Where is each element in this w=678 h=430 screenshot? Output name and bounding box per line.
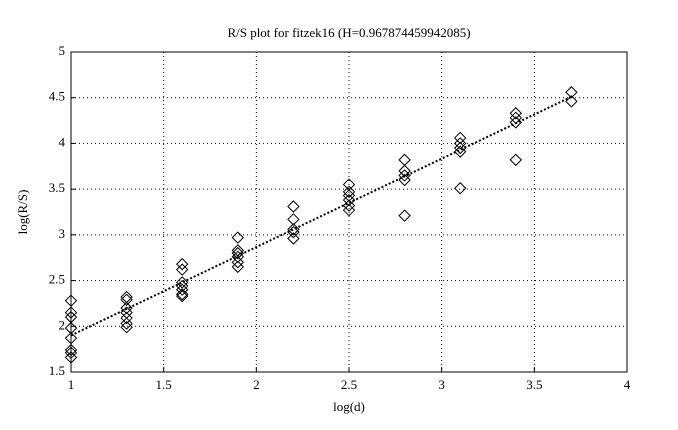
point: [565, 95, 578, 108]
y-tick-label: 4: [59, 134, 66, 149]
x-tick-label: 4: [624, 377, 631, 392]
point: [175, 288, 189, 301]
point: [287, 213, 300, 226]
point: [175, 263, 189, 276]
point: [175, 257, 189, 271]
point: [64, 343, 78, 357]
x-tick-label: 1: [68, 377, 75, 392]
point: [509, 116, 523, 129]
point: [565, 86, 578, 99]
y-tick-label: 2: [59, 317, 66, 332]
x-tick-label: 2: [253, 377, 260, 392]
point: [64, 321, 78, 335]
point: [175, 279, 189, 293]
point: [231, 244, 245, 257]
point: [231, 256, 245, 269]
point: [398, 164, 411, 178]
point: [231, 231, 245, 244]
x-axis-label: log(d): [333, 399, 365, 414]
point: [453, 141, 467, 155]
point: [287, 232, 300, 245]
point: [342, 199, 356, 212]
point: [231, 250, 245, 264]
point: [175, 276, 189, 289]
x-tick-label: 3: [438, 377, 445, 392]
point: [120, 320, 133, 334]
x-tick-label: 3.5: [526, 377, 542, 392]
point: [453, 182, 467, 195]
point: [231, 246, 245, 260]
point: [64, 351, 78, 364]
point: [64, 346, 78, 360]
x-tick-label: 1.5: [156, 377, 172, 392]
fit-line: [70, 95, 572, 337]
point: [398, 209, 411, 222]
point: [398, 169, 411, 182]
y-tick-label: 2.5: [49, 272, 65, 287]
point: [453, 137, 467, 150]
point: [453, 145, 467, 158]
y-tick-label: 4.5: [49, 89, 65, 104]
point: [287, 200, 300, 213]
point: [231, 260, 245, 274]
point: [509, 111, 523, 125]
point: [287, 223, 300, 236]
y-tick-label: 3.5: [49, 180, 65, 195]
point: [398, 153, 411, 167]
point: [342, 203, 356, 217]
y-tick-label: 3: [59, 226, 66, 241]
point: [120, 293, 133, 306]
y-tick-label: 1.5: [49, 363, 65, 378]
point: [120, 311, 133, 325]
point: [64, 294, 78, 307]
point: [64, 331, 78, 345]
y-axis-label: log(R/S): [15, 190, 30, 235]
point: [120, 301, 133, 315]
point: [342, 185, 356, 199]
y-tick-label: 5: [59, 43, 66, 58]
point: [509, 153, 523, 167]
point: [342, 189, 356, 202]
point: [342, 193, 356, 207]
point: [64, 306, 78, 319]
chart-title: R/S plot for fitzek16 (H=0.9678744599420…: [227, 25, 470, 40]
point: [398, 173, 411, 187]
x-tick-label: 2.5: [341, 377, 357, 392]
point: [287, 225, 300, 239]
point: [175, 283, 189, 296]
point: [453, 131, 467, 145]
point: [175, 289, 189, 303]
point: [509, 107, 523, 120]
plot-frame: [70, 51, 628, 373]
point: [120, 317, 133, 330]
